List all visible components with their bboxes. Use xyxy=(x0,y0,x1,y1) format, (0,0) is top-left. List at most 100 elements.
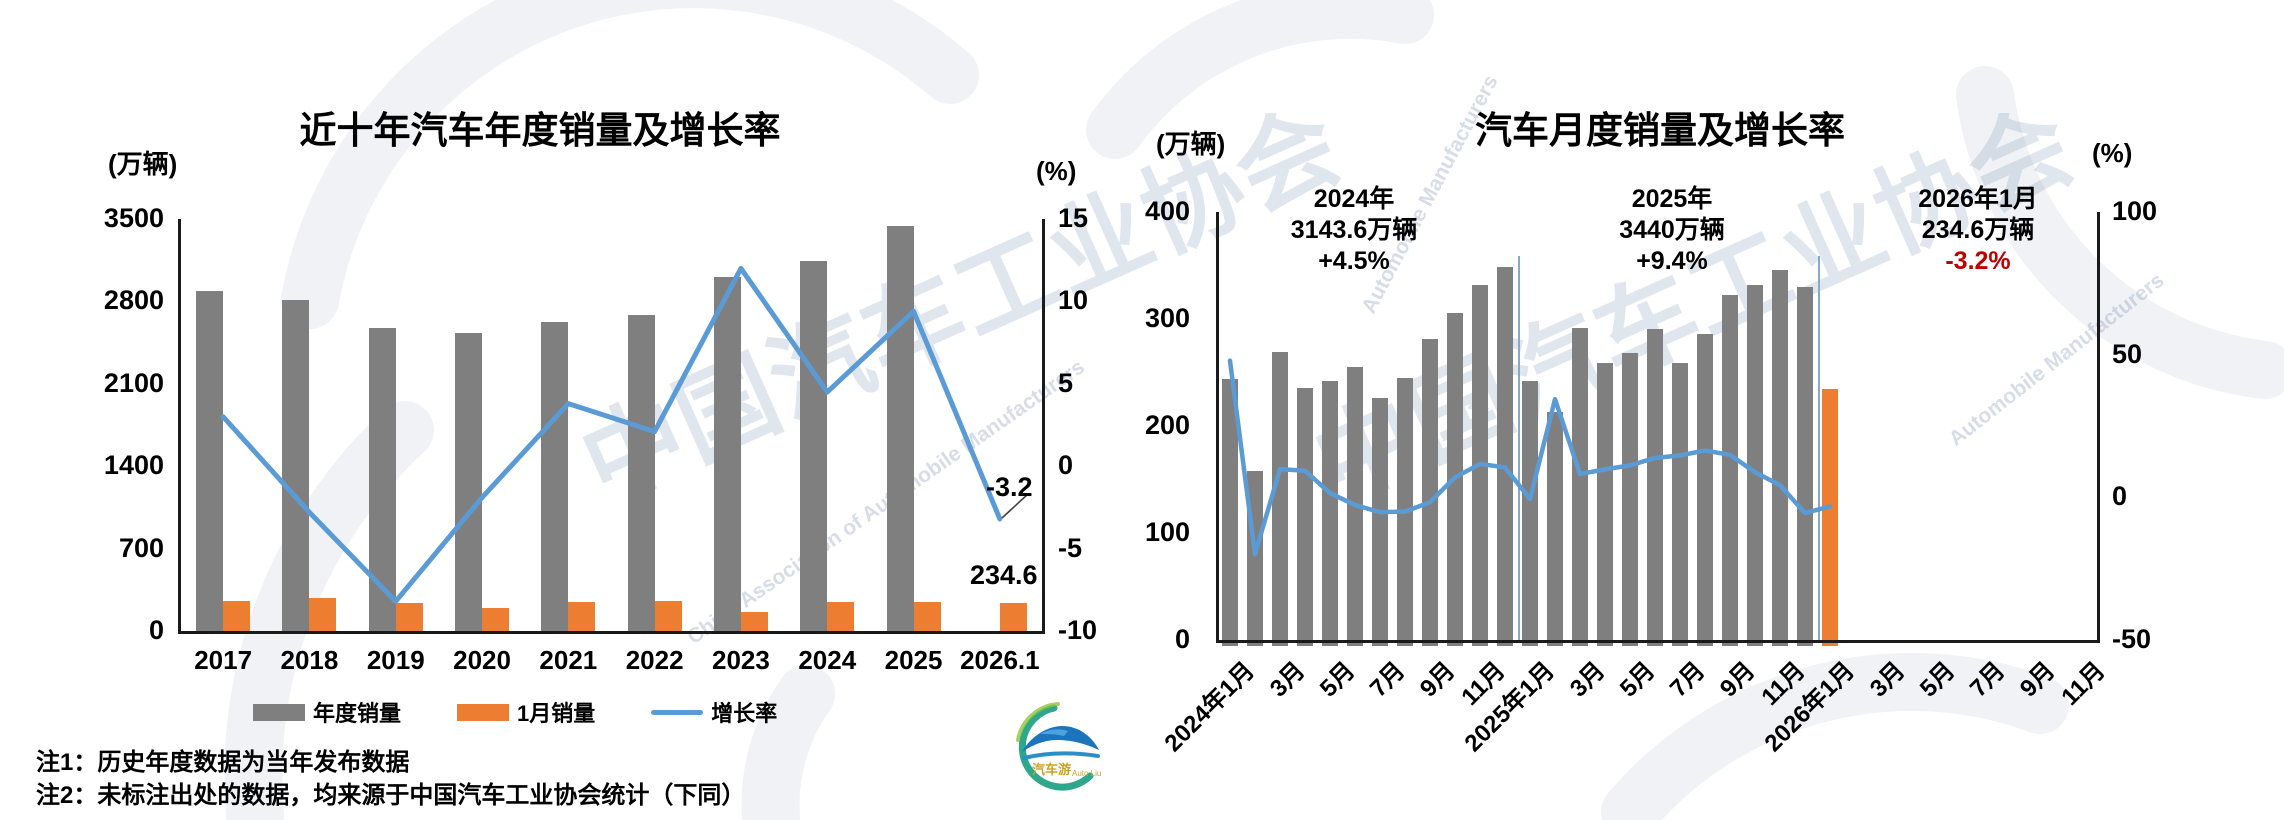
annotation-line: 2026年1月 xyxy=(1918,185,2038,213)
bar-annual-2017 xyxy=(196,291,224,633)
bar-monthly-slot-7 xyxy=(1397,377,1413,646)
bar-monthly-slot-11 xyxy=(1497,266,1513,646)
bar-monthly-slot-18 xyxy=(1672,362,1688,646)
bar-monthly-slot-24 xyxy=(1822,388,1838,646)
legend-item-年度销量: 年度销量 xyxy=(253,696,401,728)
annual-ytick-left-2800: 2800 xyxy=(103,285,164,316)
bar-monthly-slot-4 xyxy=(1322,381,1338,646)
auto-liu-logo: 汽车游 Auto Liu xyxy=(1000,700,1112,801)
annual-ytick-right--10: -10 xyxy=(1058,615,1098,645)
annual-ytick-right-0: 0 xyxy=(1058,450,1074,481)
legend-item-增长率: 增长率 xyxy=(651,696,777,728)
bar-annual-2025 xyxy=(886,226,914,633)
annual-y-axis-left xyxy=(178,219,181,634)
bar-monthly-slot-0 xyxy=(1222,379,1238,646)
annotation-line: 2024年 xyxy=(1313,185,1395,213)
monthly-x-axis xyxy=(1216,640,2100,643)
annual-xlabel-2019: 2019 xyxy=(366,645,425,675)
annual-xlabel-2025: 2025 xyxy=(884,645,943,675)
annual-chart-right-axis-unit: (%) xyxy=(1036,156,1077,186)
annual-ytick-left-2100: 2100 xyxy=(103,367,164,398)
bar-monthly-slot-12 xyxy=(1522,380,1538,646)
annual-xlabel-2022: 2022 xyxy=(625,645,684,675)
bar-monthly-slot-2 xyxy=(1272,351,1288,646)
annual-y-axis-right xyxy=(1042,219,1045,634)
bar-january-2019 xyxy=(395,603,423,633)
svg-text:Auto Liu: Auto Liu xyxy=(1072,769,1101,778)
annual-chart-title: 近十年汽车年度销量及增长率 xyxy=(299,110,781,151)
monthly-ytick-left-300: 300 xyxy=(1144,303,1190,333)
bar-annual-2021 xyxy=(541,321,569,633)
annotation-2026年1月: 2026年1月 234.6万辆 -3.2% xyxy=(1918,184,2038,277)
svg-text:汽车游: 汽车游 xyxy=(1032,762,1071,777)
monthly-ytick-left-100: 100 xyxy=(1144,517,1190,547)
bar-monthly-slot-13 xyxy=(1547,412,1563,646)
annual-x-axis xyxy=(178,631,1045,634)
bar-monthly-slot-15 xyxy=(1597,362,1613,646)
bar-monthly-slot-5 xyxy=(1347,366,1363,646)
bar-monthly-slot-3 xyxy=(1297,387,1313,646)
bar-monthly-slot-10 xyxy=(1472,285,1488,646)
bar-january-2021 xyxy=(568,601,596,633)
bar-january-2017 xyxy=(223,601,251,633)
bar-monthly-slot-20 xyxy=(1722,294,1738,646)
bar-annual-2024 xyxy=(800,260,828,633)
car-logo-icon: 汽车游 Auto Liu xyxy=(1016,702,1101,791)
legend-box-swatch-icon xyxy=(457,703,510,721)
annotation-2024年: 2024年 3143.6万辆 +4.5% xyxy=(1291,184,1417,277)
monthly-ytick-right--50: -50 xyxy=(2112,624,2152,654)
annotation-line: +9.4% xyxy=(1636,247,1708,275)
monthly-chart-left-axis-unit: (万辆) xyxy=(1156,129,1226,159)
annotation-2025年: 2025年 3440万辆 +9.4% xyxy=(1619,184,1725,277)
bar-monthly-slot-9 xyxy=(1447,313,1463,646)
monthly-ytick-right-0: 0 xyxy=(2112,481,2128,512)
bar-january-2020 xyxy=(482,608,510,633)
annual-xlabel-2023: 2023 xyxy=(712,645,770,675)
monthly-ytick-left-200: 200 xyxy=(1144,410,1190,440)
monthly-chart-right-axis-unit: (%) xyxy=(2092,138,2133,168)
bar-monthly-slot-1 xyxy=(1247,470,1263,646)
footnote-1: 注1：历史年度数据为当年发布数据 xyxy=(36,749,410,776)
annotation-line: 234.6万辆 xyxy=(1921,216,2035,244)
bar-annual-2019 xyxy=(368,327,396,633)
annotation-line: 2025年 xyxy=(1631,185,1713,213)
legend-item-1月销量: 1月销量 xyxy=(457,696,595,728)
annotation-line: 3440万辆 xyxy=(1619,216,1725,244)
footnotes: 注1：历史年度数据为当年发布数据注2：未标注出处的数据，均来源于中国汽车工业协会… xyxy=(36,746,745,812)
monthly-y-axis-left xyxy=(1216,212,1219,643)
monthly-ytick-right-100: 100 xyxy=(2112,196,2158,226)
annual-xlabel-2024: 2024 xyxy=(798,645,857,675)
bar-monthly-slot-14 xyxy=(1572,328,1588,646)
annotation-line: +4.5% xyxy=(1318,247,1390,275)
bar-monthly-slot-19 xyxy=(1697,334,1713,646)
annual-ytick-left-700: 700 xyxy=(118,532,164,563)
legend-box-swatch-icon xyxy=(253,703,305,721)
annual-xlabel-2017: 2017 xyxy=(194,645,253,675)
year-separator-before-slot-12 xyxy=(1517,256,1520,640)
bar-january-2026.1 xyxy=(999,603,1027,633)
bar-january-2022 xyxy=(654,601,682,633)
annual-xlabel-2026.1: 2026.1 xyxy=(960,645,1040,675)
annual-ytick-left-1400: 1400 xyxy=(103,450,164,481)
annual-xlabel-2018: 2018 xyxy=(280,645,339,675)
legend-label: 1月销量 xyxy=(517,701,596,726)
annual-ytick-right--5: -5 xyxy=(1058,532,1083,563)
bar-monthly-slot-16 xyxy=(1622,352,1638,646)
legend-label: 增长率 xyxy=(711,701,778,726)
callout-growth-2026: -3.2 xyxy=(986,472,1033,502)
annotation-line: 3143.6万辆 xyxy=(1290,216,1418,244)
monthly-ytick-left-0: 0 xyxy=(1174,624,1190,654)
legend-line-swatch-icon xyxy=(651,709,704,715)
annual-xlabel-2020: 2020 xyxy=(453,645,511,675)
annual-ytick-left-0: 0 xyxy=(148,615,164,645)
monthly-y-axis-right xyxy=(2097,212,2100,643)
bar-annual-2018 xyxy=(282,300,310,633)
annual-ytick-right-10: 10 xyxy=(1058,285,1089,316)
annotation-line: -3.2% xyxy=(1945,247,2011,275)
year-separator-before-slot-24 xyxy=(1817,256,1820,640)
bar-january-2018 xyxy=(309,597,337,633)
bar-annual-2023 xyxy=(713,276,741,633)
footnote-2: 注2：未标注出处的数据，均来源于中国汽车工业协会统计（下同） xyxy=(36,782,746,809)
monthly-chart-title: 汽车月度销量及增长率 xyxy=(1475,110,1845,151)
